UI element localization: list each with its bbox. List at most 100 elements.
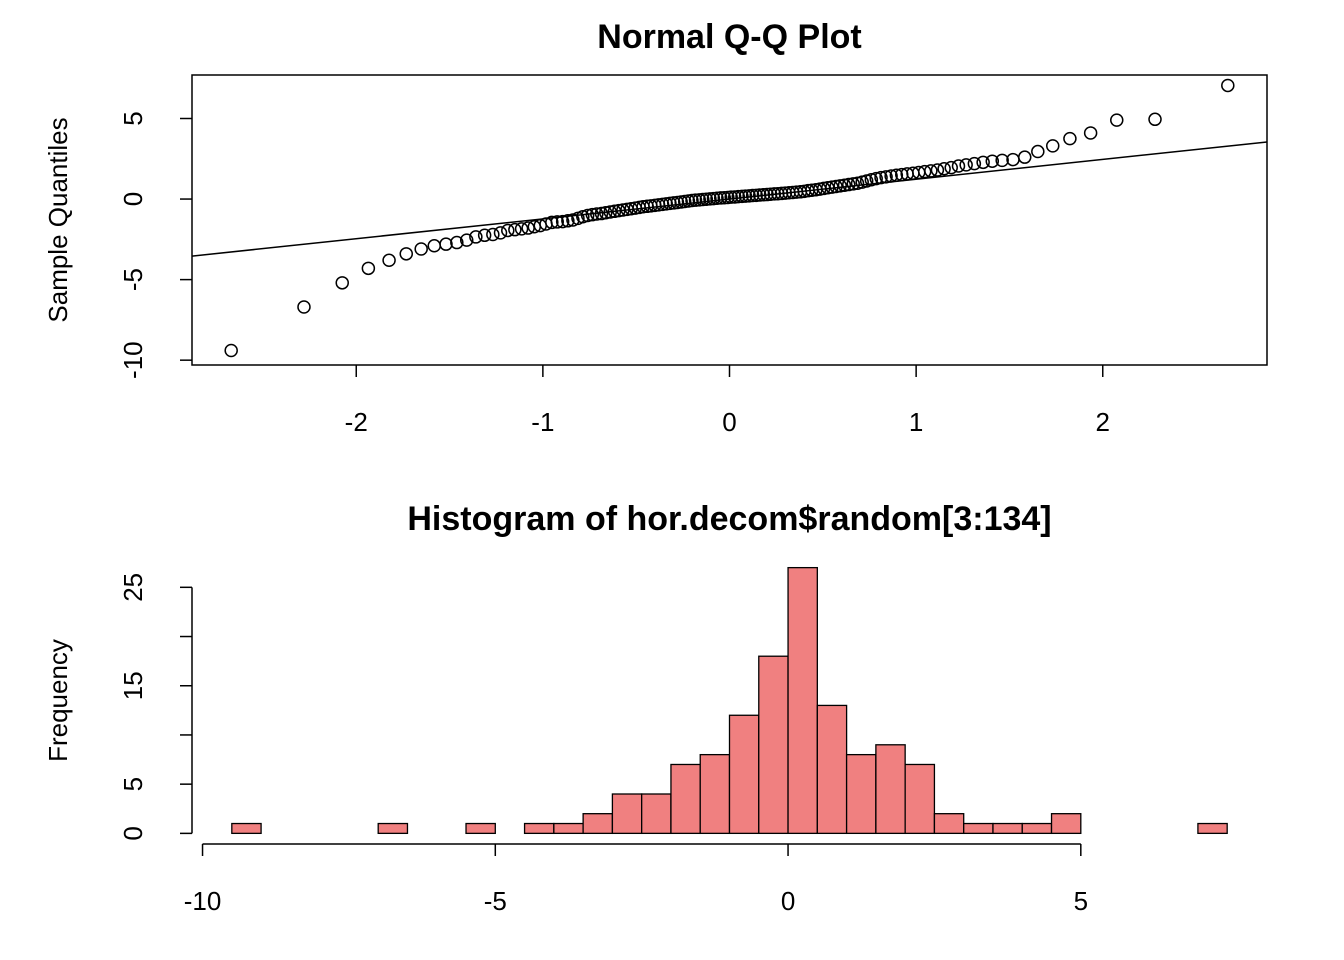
y-tick-label: 15 xyxy=(118,671,148,700)
x-tick-label: -10 xyxy=(184,886,222,916)
point xyxy=(501,223,515,238)
point xyxy=(735,189,749,204)
y-tick-label: -5 xyxy=(118,268,148,291)
point xyxy=(603,205,617,219)
chart-title: Histogram of hor.decom$random[3:134] xyxy=(407,500,1051,538)
point xyxy=(607,204,622,219)
point xyxy=(846,177,860,191)
point xyxy=(1018,150,1032,164)
histogram-bar xyxy=(963,822,994,835)
histogram-bar xyxy=(699,753,731,835)
point xyxy=(752,188,767,202)
histogram-bar xyxy=(465,822,496,835)
y-tick-label: 0 xyxy=(118,192,148,206)
histogram-bar xyxy=(553,822,584,835)
point xyxy=(710,191,724,205)
point xyxy=(1221,78,1235,93)
point xyxy=(930,163,945,177)
point xyxy=(967,156,982,171)
point xyxy=(731,189,746,204)
point xyxy=(924,164,938,178)
histogram-bar xyxy=(1021,822,1053,835)
histogram-bar xyxy=(933,813,965,835)
point xyxy=(576,210,590,224)
y-tick-label: 5 xyxy=(118,777,148,791)
histogram-bar xyxy=(1197,822,1228,835)
point xyxy=(1083,126,1098,140)
point xyxy=(889,168,904,182)
point xyxy=(1148,112,1162,127)
x-tick-label: 0 xyxy=(722,407,736,437)
point xyxy=(724,190,738,204)
x-tick-label: -2 xyxy=(345,407,368,437)
point xyxy=(550,215,564,229)
histogram-bar xyxy=(904,763,936,835)
point xyxy=(361,261,376,276)
point xyxy=(976,155,990,170)
point xyxy=(864,172,879,187)
point xyxy=(1110,113,1124,127)
point xyxy=(555,214,570,229)
point xyxy=(545,215,559,230)
point xyxy=(959,158,973,172)
point xyxy=(493,226,508,240)
point xyxy=(842,177,856,192)
point xyxy=(459,233,474,247)
histogram-bar xyxy=(641,793,672,835)
histogram-bar xyxy=(758,655,789,835)
point xyxy=(837,178,852,192)
point xyxy=(884,169,898,183)
y-axis-label: Sample Quantiles xyxy=(43,117,73,322)
histogram-bar xyxy=(816,704,848,835)
chart-title: Normal Q-Q Plot xyxy=(597,18,861,56)
point xyxy=(985,154,1000,168)
point xyxy=(414,242,428,256)
point xyxy=(224,343,238,358)
point xyxy=(688,193,703,207)
x-tick-label: 5 xyxy=(1074,886,1088,916)
point xyxy=(1063,131,1077,146)
y-axis-label: Frequency xyxy=(43,639,73,762)
point xyxy=(399,247,414,261)
histogram-bar xyxy=(582,813,614,835)
point xyxy=(937,162,951,176)
point xyxy=(879,170,893,184)
point xyxy=(439,237,453,251)
y-tick-label: 0 xyxy=(118,826,148,840)
y-tick-label: 5 xyxy=(118,111,148,125)
point xyxy=(486,227,500,242)
point xyxy=(874,170,888,185)
point xyxy=(745,188,760,203)
point xyxy=(944,160,958,175)
histogram-bar xyxy=(1050,813,1082,835)
point xyxy=(869,171,883,186)
x-tick-label: -1 xyxy=(531,407,554,437)
plot-frame xyxy=(191,74,1268,366)
point xyxy=(427,239,441,253)
point xyxy=(585,207,600,222)
histogram-bar xyxy=(992,822,1023,835)
point xyxy=(995,153,1009,168)
point xyxy=(297,300,311,314)
point xyxy=(580,208,595,223)
histogram-bar xyxy=(670,763,701,835)
point xyxy=(1045,139,1060,153)
point xyxy=(756,187,771,202)
x-tick-label: 0 xyxy=(781,886,795,916)
point xyxy=(767,187,782,201)
point xyxy=(508,222,522,237)
point xyxy=(514,222,529,236)
x-tick-label: 1 xyxy=(909,407,923,437)
point xyxy=(477,228,492,243)
histogram-bar xyxy=(523,822,555,835)
histogram-bar xyxy=(845,753,877,835)
y-tick-label: 25 xyxy=(118,573,148,602)
histogram-bar xyxy=(611,793,643,835)
point xyxy=(469,230,483,244)
point xyxy=(917,164,932,179)
y-tick-label: -10 xyxy=(118,341,148,379)
histogram-bar xyxy=(787,566,818,835)
point xyxy=(833,179,847,193)
point xyxy=(713,191,728,205)
histogram-bar xyxy=(875,744,906,835)
